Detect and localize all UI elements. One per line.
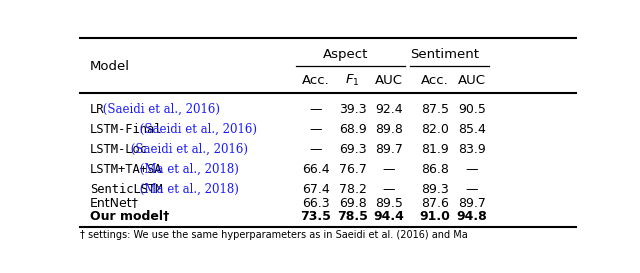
Text: AUC: AUC	[375, 73, 403, 87]
Text: 89.8: 89.8	[375, 123, 403, 136]
Text: (Ma et al., 2018): (Ma et al., 2018)	[136, 163, 239, 176]
Text: Acc.: Acc.	[420, 73, 449, 87]
Text: 91.0: 91.0	[419, 210, 450, 223]
Text: —: —	[465, 163, 478, 176]
Text: —: —	[309, 123, 322, 136]
Text: —: —	[465, 183, 478, 196]
Text: 89.3: 89.3	[420, 183, 449, 196]
Text: —: —	[383, 163, 396, 176]
Text: 67.4: 67.4	[301, 183, 330, 196]
Text: Model: Model	[90, 60, 130, 73]
Text: 89.7: 89.7	[375, 143, 403, 156]
Text: 69.8: 69.8	[339, 197, 367, 210]
Text: Aspect: Aspect	[323, 48, 368, 61]
Text: 92.4: 92.4	[375, 103, 403, 116]
Text: 69.3: 69.3	[339, 143, 367, 156]
Text: Acc.: Acc.	[301, 73, 330, 87]
Text: 86.8: 86.8	[420, 163, 449, 176]
Text: 78.2: 78.2	[339, 183, 367, 196]
Text: 68.9: 68.9	[339, 123, 367, 136]
Text: 82.0: 82.0	[420, 123, 449, 136]
Text: 78.5: 78.5	[337, 210, 368, 223]
Text: Our model†: Our model†	[90, 210, 169, 223]
Text: 85.4: 85.4	[458, 123, 486, 136]
Text: 89.7: 89.7	[458, 197, 486, 210]
Text: —: —	[309, 103, 322, 116]
Text: 89.5: 89.5	[375, 197, 403, 210]
Text: LSTM-Loc: LSTM-Loc	[90, 143, 148, 156]
Text: 73.5: 73.5	[300, 210, 331, 223]
Text: —: —	[309, 143, 322, 156]
Text: 39.3: 39.3	[339, 103, 367, 116]
Text: † settings: We use the same hyperparameters as in Saeidi et al. (2016) and Ma: † settings: We use the same hyperparamet…	[80, 230, 468, 240]
Text: 87.5: 87.5	[420, 103, 449, 116]
Text: (Saeidi et al., 2016): (Saeidi et al., 2016)	[136, 123, 257, 136]
Text: LSTM-Final: LSTM-Final	[90, 123, 163, 136]
Text: AUC: AUC	[458, 73, 486, 87]
Text: 66.3: 66.3	[302, 197, 330, 210]
Text: —: —	[383, 183, 396, 196]
Text: 87.6: 87.6	[420, 197, 449, 210]
Text: 94.8: 94.8	[456, 210, 487, 223]
Text: LSTM+TA+SA: LSTM+TA+SA	[90, 163, 163, 176]
Text: 90.5: 90.5	[458, 103, 486, 116]
Text: Sentiment: Sentiment	[410, 48, 479, 61]
Text: LR: LR	[90, 103, 104, 116]
Text: 81.9: 81.9	[420, 143, 449, 156]
Text: 83.9: 83.9	[458, 143, 486, 156]
Text: EntNet†: EntNet†	[90, 197, 139, 210]
Text: (Saeidi et al., 2016): (Saeidi et al., 2016)	[99, 103, 220, 116]
Text: $F_1$: $F_1$	[346, 73, 360, 88]
Text: (Ma et al., 2018): (Ma et al., 2018)	[136, 183, 239, 196]
Text: 94.4: 94.4	[374, 210, 404, 223]
Text: (Saeidi et al., 2016): (Saeidi et al., 2016)	[127, 143, 248, 156]
Text: 76.7: 76.7	[339, 163, 367, 176]
Text: SenticLSTM: SenticLSTM	[90, 183, 163, 196]
Text: 66.4: 66.4	[302, 163, 330, 176]
